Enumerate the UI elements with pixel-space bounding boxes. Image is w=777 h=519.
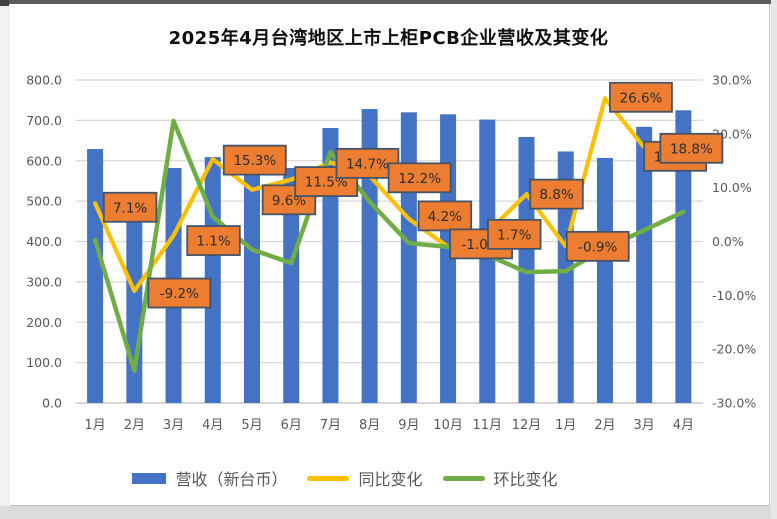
left-axis-tick: 100.0 (26, 355, 62, 370)
x-axis-label: 1月 (555, 418, 576, 433)
data-label-box (609, 81, 673, 113)
left-axis-tick: 200.0 (26, 315, 62, 330)
x-axis-label: 10月 (433, 418, 463, 433)
window-top-edge (9, 0, 777, 4)
data-label-text: 8.8% (539, 187, 573, 203)
right-axis-tick: -10.0% (712, 288, 756, 303)
x-axis-label: 1月 (84, 418, 105, 433)
window-bottom-edge (0, 506, 777, 519)
data-label-text: 26.6% (620, 90, 663, 106)
right-axis-tick: -20.0% (712, 342, 756, 357)
data-label-box (222, 144, 287, 176)
legend-item-revenue: 营收（新台币） (132, 466, 287, 490)
data-label-text: 4.2% (428, 209, 462, 225)
line-swatch-icon (442, 475, 485, 481)
data-label-box (102, 191, 158, 223)
data-label-text: 15.3% (233, 153, 276, 169)
x-axis-label: 2月 (594, 418, 615, 433)
x-axis-label: 2月 (124, 418, 145, 433)
left-axis-tick: 300.0 (26, 274, 62, 289)
data-label-text: 18.8% (670, 141, 713, 157)
data-label-text: -0.9% (578, 239, 617, 255)
x-axis-label: 8月 (359, 418, 380, 433)
legend-label-mom: 环比变化 (493, 470, 558, 489)
x-axis-label: 4月 (673, 418, 694, 433)
right-axis-tick: 30.0% (712, 73, 752, 88)
left-axis-tick: 600.0 (26, 153, 62, 168)
left-axis-tick: 800.0 (26, 73, 62, 88)
x-axis-label: 4月 (202, 418, 223, 433)
right-axis-tick: 0.0% (712, 234, 744, 249)
x-axis-label: 5月 (241, 418, 262, 433)
x-axis-label: 7月 (320, 418, 341, 433)
revenue-bar (675, 110, 692, 403)
revenue-bar (479, 119, 496, 403)
data-label-box (659, 132, 724, 164)
bar-swatch-icon (132, 472, 167, 484)
legend-item-mom: 环比变化 (442, 466, 558, 490)
left-axis-tick: 700.0 (26, 113, 62, 128)
data-label-box (565, 230, 630, 262)
window-right-edge (771, 0, 777, 519)
revenue-bar (87, 149, 104, 403)
data-label-box (387, 162, 452, 194)
right-axis-tick: 10.0% (712, 180, 752, 195)
chart-title: 2025年4月台湾地区上市上柜PCB企业营收及其变化 (168, 28, 609, 49)
legend-item-yoy: 同比变化 (307, 466, 423, 490)
revenue-bar (126, 209, 143, 403)
revenue-bar (283, 168, 300, 403)
x-axis-label: 9月 (398, 418, 419, 433)
x-axis-label: 6月 (281, 418, 302, 433)
data-label-text: 1.7% (497, 227, 531, 243)
data-label-box (186, 225, 241, 256)
window-corner-chip (0, 0, 9, 6)
data-label-box (487, 218, 542, 250)
x-axis-label: 12月 (512, 418, 542, 433)
legend-label-revenue: 营收（新台币） (175, 470, 288, 489)
data-label-box (417, 200, 473, 232)
right-axis-tick: -30.0% (712, 396, 756, 411)
data-label-box (147, 277, 212, 309)
chart-legend: 营收（新台币） 同比变化 环比变化 (0, 466, 690, 490)
data-label-text: 14.7% (346, 156, 389, 172)
data-label-text: 12.2% (398, 171, 441, 187)
revenue-bar (596, 157, 613, 403)
left-axis-tick: 400.0 (26, 234, 62, 249)
revenue-bar (636, 126, 653, 404)
x-axis-label: 3月 (163, 418, 184, 433)
data-label-text: 1.1% (196, 234, 230, 250)
legend-label-yoy: 同比变化 (358, 470, 423, 489)
data-label-text: 7.1% (113, 200, 147, 216)
revenue-bar (243, 171, 260, 403)
data-label-box (529, 178, 584, 210)
x-axis-label: 11月 (473, 418, 503, 433)
left-axis-tick: 500.0 (26, 194, 62, 209)
revenue-bar (557, 151, 574, 403)
yoy-change-line (93, 96, 686, 294)
line-swatch-icon (307, 475, 350, 481)
left-axis-tick: 0.0 (42, 396, 62, 411)
revenue-bar (400, 112, 417, 404)
data-label-text: -9.2% (160, 286, 199, 302)
x-axis-label: 3月 (634, 418, 655, 433)
